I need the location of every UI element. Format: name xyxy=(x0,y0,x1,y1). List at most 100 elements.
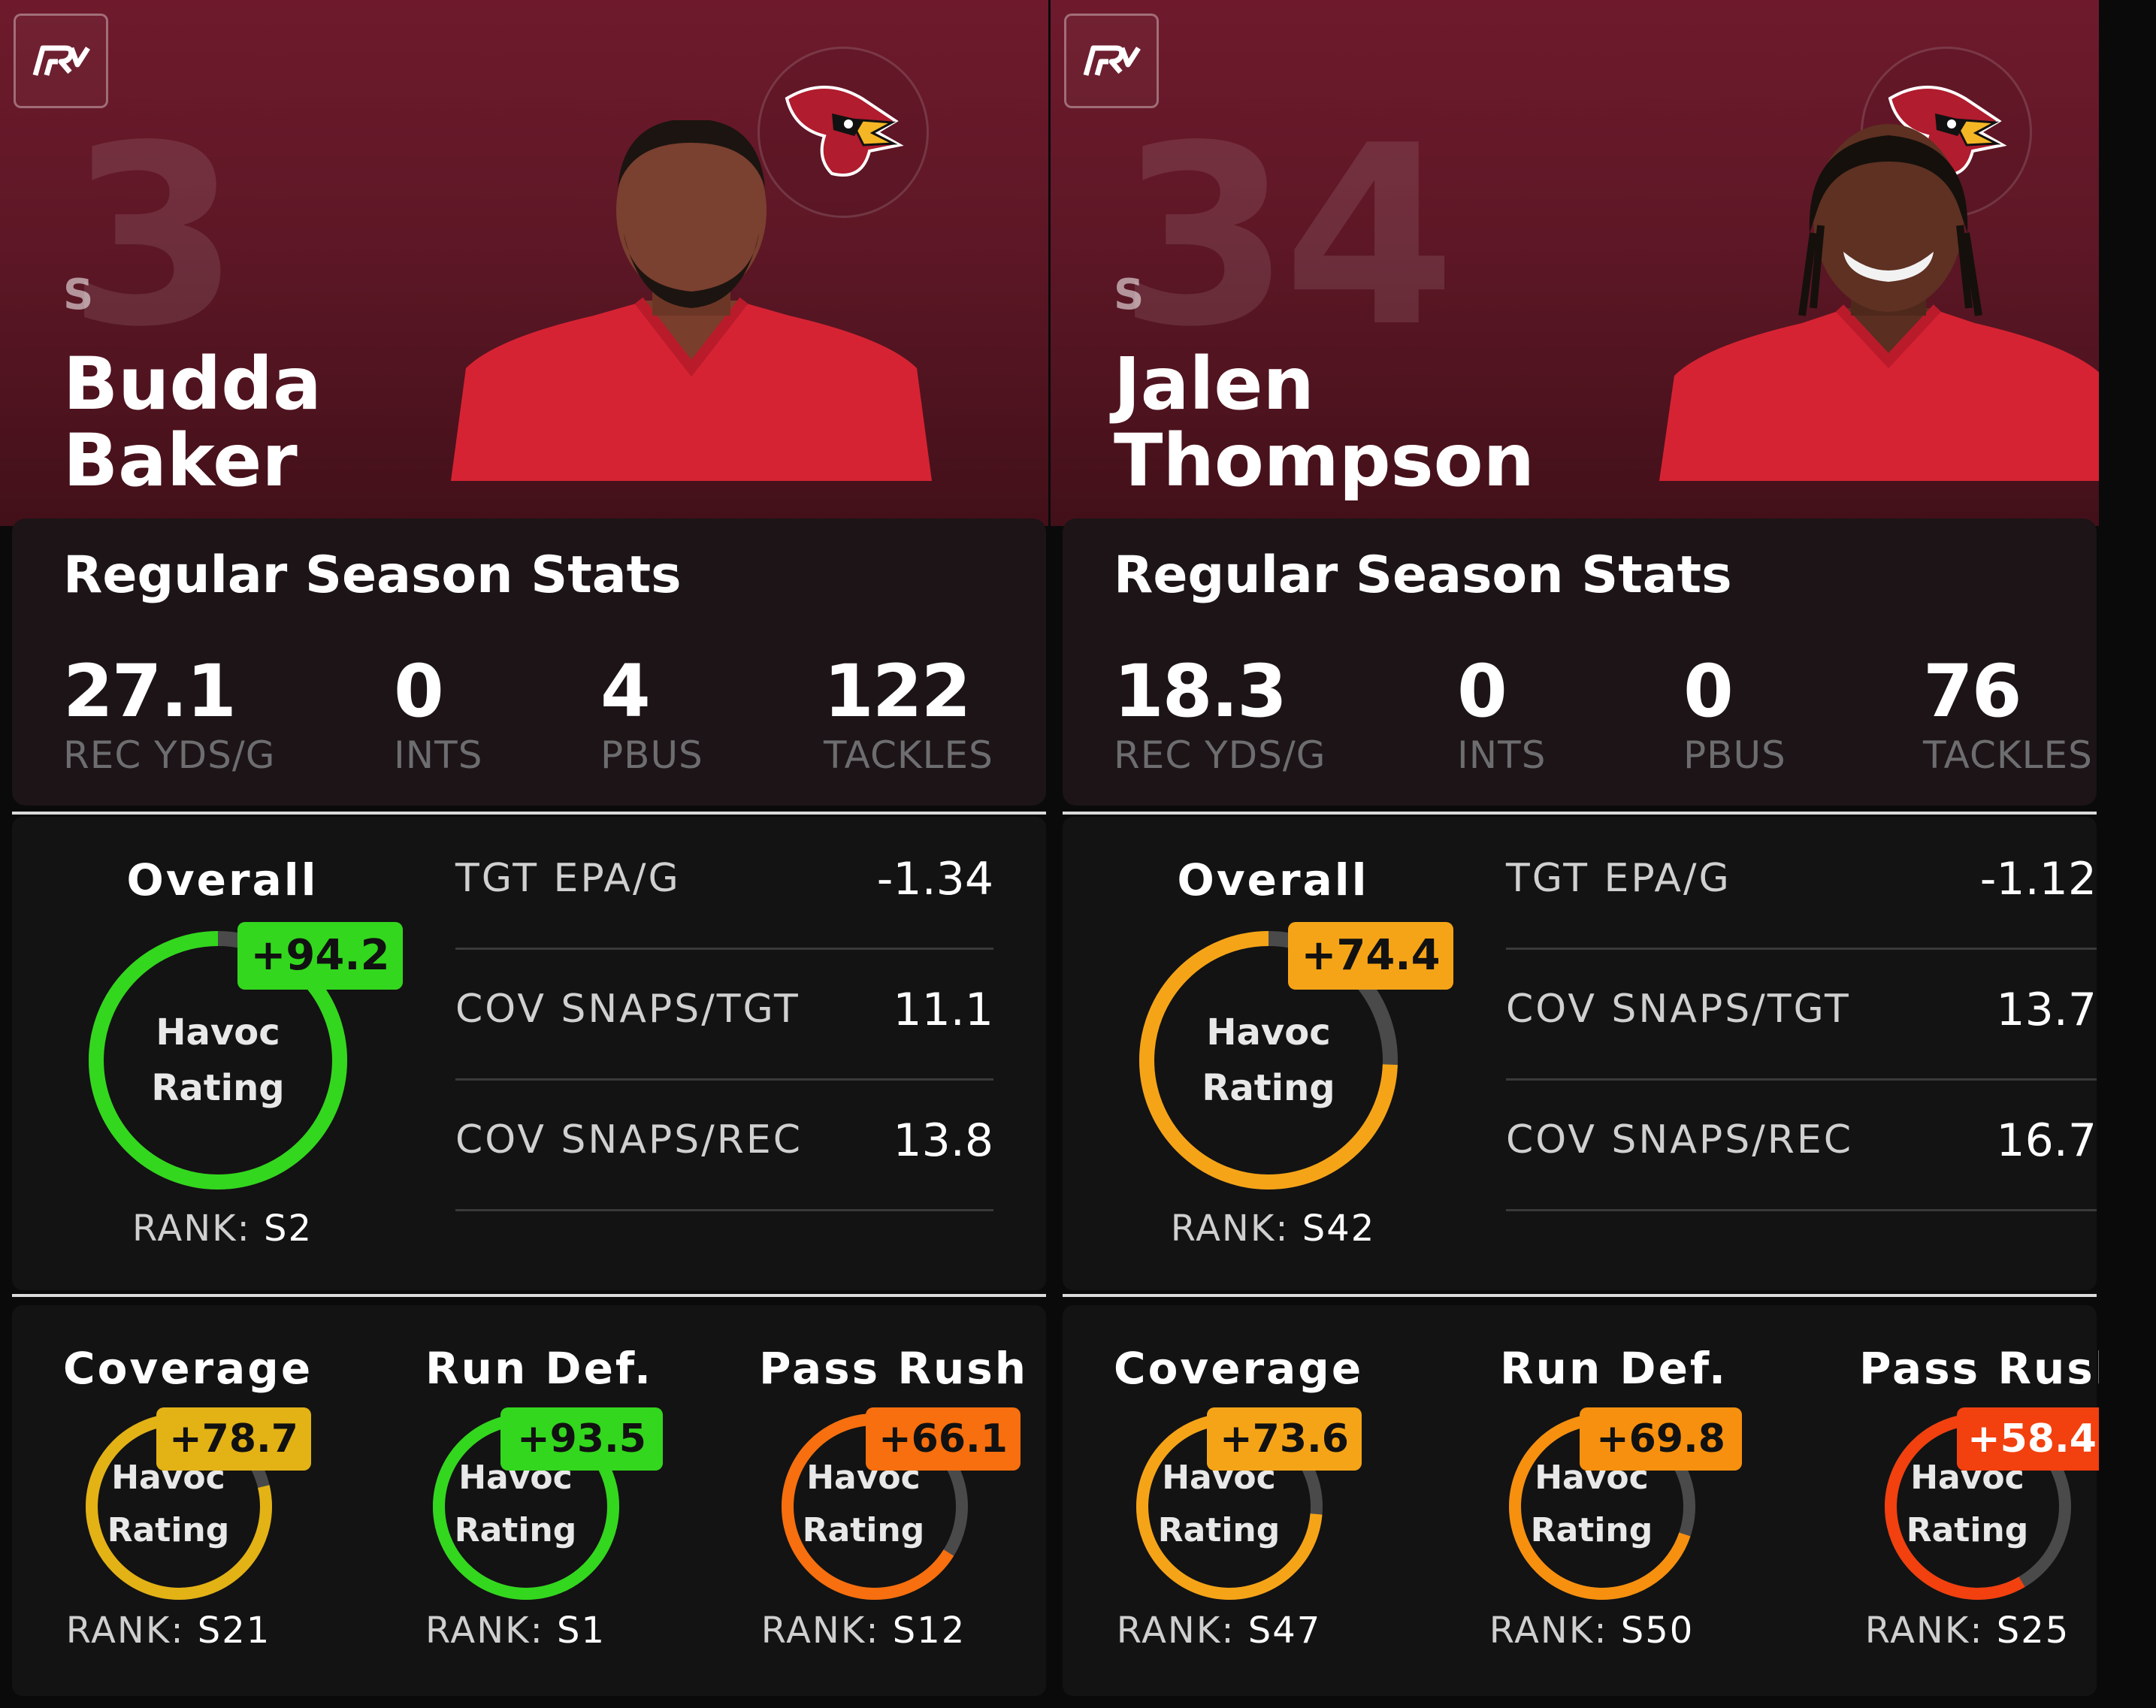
gauge-label-line2: Rating xyxy=(107,1511,230,1549)
rank-label: RANK: xyxy=(1116,1610,1235,1652)
metric-row: TGT EPA/G -1.34 xyxy=(455,818,993,950)
coverage-score-badge: +73.6 xyxy=(1207,1407,1362,1471)
coverage-title: Coverage xyxy=(63,1343,313,1394)
stat-label: INTS xyxy=(394,733,483,777)
stat-label: INTS xyxy=(1457,733,1547,777)
overall-title: Overall xyxy=(1177,854,1369,905)
coverage-rank: RANK: S47 xyxy=(1106,1610,1332,1652)
stat-value: 27.1 xyxy=(63,649,237,733)
player-last-name: Thompson xyxy=(1114,419,1535,503)
coverage-rank: RANK: S21 xyxy=(56,1610,281,1652)
team-logo xyxy=(757,47,929,218)
overall-title: Overall xyxy=(126,854,319,905)
stat-label: TACKLES xyxy=(824,733,993,777)
overall-panel: Overall Havoc Rating +94.2 RANK: S2 TGT … xyxy=(12,817,1046,1290)
run-def-title: Run Def. xyxy=(1500,1343,1728,1394)
metric-value: 11.1 xyxy=(893,984,993,1036)
overall-score-badge: +94.2 xyxy=(237,922,403,990)
season-stats-panel: Regular Season Stats 27.1 REC YDS/G 0 IN… xyxy=(12,518,1046,806)
rank-label: RANK: xyxy=(65,1610,185,1652)
season-stats-title: Regular Season Stats xyxy=(63,546,682,605)
stat-rec-yds: 18.3 REC YDS/G xyxy=(1114,654,1326,777)
app-logo-icon xyxy=(32,45,90,76)
gauge-label-line2: Rating xyxy=(1202,1067,1335,1109)
run-def-rank: RANK: S1 xyxy=(403,1610,628,1652)
stat-label: TACKLES xyxy=(1923,733,2093,777)
gauge-label-line1: Havoc xyxy=(156,1011,280,1054)
stat-value: 18.3 xyxy=(1114,649,1287,733)
gauge-label-line2: Rating xyxy=(151,1067,285,1109)
overall-gauge xyxy=(89,931,347,1190)
sub-ratings-panel: Coverage Havoc Rating +73.6 RANK: S47 Ru… xyxy=(1063,1305,2099,1696)
jersey-number: 34 xyxy=(1118,92,1456,381)
player-card: 3 S Budda Baker Regular Season Stats xyxy=(0,0,1048,1708)
stat-rec-yds: 27.1 REC YDS/G xyxy=(63,654,276,777)
pass-rush-score-badge: +58.4 xyxy=(1957,1407,2099,1471)
overall-rank: RANK: S2 xyxy=(12,1208,433,1250)
stat-pbus: 0 PBUS xyxy=(1683,654,1786,777)
app-logo-button[interactable] xyxy=(1064,14,1159,108)
section-divider xyxy=(12,1294,1046,1297)
stat-label: REC YDS/G xyxy=(1114,733,1326,777)
rank-label: RANK: xyxy=(1170,1208,1290,1250)
overall-gauge-label: Havoc Rating xyxy=(105,1005,331,1116)
overall-gauge xyxy=(1139,931,1398,1190)
run-def-rank: RANK: S50 xyxy=(1479,1610,1704,1652)
stat-label: REC YDS/G xyxy=(63,733,276,777)
stat-value: 0 xyxy=(1457,649,1507,733)
player-position: S xyxy=(1114,271,1145,319)
player-position: S xyxy=(63,271,94,319)
metric-value: -1.34 xyxy=(876,853,993,905)
metric-row: COV SNAPS/TGT 11.1 xyxy=(455,949,993,1081)
metric-value: 16.7 xyxy=(1996,1114,2097,1167)
pass-rush-rank: RANK: S12 xyxy=(751,1610,976,1652)
coverage-gauge-label: Havoc Rating xyxy=(93,1452,243,1557)
rank-value: S12 xyxy=(892,1610,966,1652)
overall-rank: RANK: S42 xyxy=(1063,1208,1483,1250)
coverage-title: Coverage xyxy=(1114,1343,1364,1394)
section-divider xyxy=(1063,1294,2097,1297)
stat-tackles: 122 TACKLES xyxy=(824,654,993,777)
metric-label: COV SNAPS/TGT xyxy=(1506,987,1851,1032)
stat-value: 122 xyxy=(824,649,971,733)
metric-value: 13.7 xyxy=(1996,984,2097,1036)
gauge-label-line2: Rating xyxy=(454,1511,577,1549)
pass-rush-title: Pass Rush xyxy=(759,1343,1029,1394)
jersey-number: 3 xyxy=(68,92,240,381)
pass-rush-rank: RANK: S25 xyxy=(1855,1610,2080,1652)
gauge-label-line1: Havoc xyxy=(1206,1011,1331,1054)
rank-label: RANK: xyxy=(425,1610,544,1652)
section-divider xyxy=(1063,812,2097,815)
player-first-name: Jalen xyxy=(1114,342,1314,426)
app-logo-button[interactable] xyxy=(14,14,108,108)
gauge-label-line2: Rating xyxy=(802,1511,925,1549)
stat-tackles: 76 TACKLES xyxy=(1923,654,2093,777)
player-first-name: Budda xyxy=(63,342,322,426)
metric-label: COV SNAPS/REC xyxy=(1506,1117,1854,1162)
gauge-label-line2: Rating xyxy=(1157,1511,1281,1549)
player-name: Budda Baker xyxy=(63,346,322,499)
player-headshot-image xyxy=(1659,124,2099,481)
overall-gauge-fill-arc xyxy=(89,931,347,1190)
season-stats-title: Regular Season Stats xyxy=(1114,546,1732,605)
gauge-label-line2: Rating xyxy=(1906,1511,2029,1549)
overall-gauge-label: Havoc Rating xyxy=(1156,1005,1381,1116)
overall-panel: Overall Havoc Rating +74.4 RANK: S42 TGT… xyxy=(1063,817,2097,1290)
rank-label: RANK: xyxy=(132,1208,251,1250)
player-hero: 34 S Jalen Thompson xyxy=(1051,0,2099,526)
stat-value: 0 xyxy=(394,649,444,733)
coverage-score-badge: +78.7 xyxy=(156,1407,311,1471)
rank-value: S25 xyxy=(1996,1610,2070,1652)
pass-rush-score-badge: +66.1 xyxy=(866,1407,1021,1471)
player-headshot-image xyxy=(451,120,932,481)
metric-label: COV SNAPS/TGT xyxy=(455,987,800,1032)
run-def-score-badge: +69.8 xyxy=(1580,1407,1742,1471)
metric-row: COV SNAPS/TGT 13.7 xyxy=(1506,949,2097,1081)
stat-value: 4 xyxy=(600,649,651,733)
metric-row: COV SNAPS/REC 13.8 xyxy=(455,1080,993,1211)
player-name: Jalen Thompson xyxy=(1114,346,1535,499)
rank-value: S2 xyxy=(264,1208,313,1250)
metric-row: TGT EPA/G -1.12 xyxy=(1506,818,2097,950)
metric-value: 13.8 xyxy=(893,1114,993,1167)
player-card: 34 S Jalen Thompson Regular Season St xyxy=(1051,0,2099,1708)
